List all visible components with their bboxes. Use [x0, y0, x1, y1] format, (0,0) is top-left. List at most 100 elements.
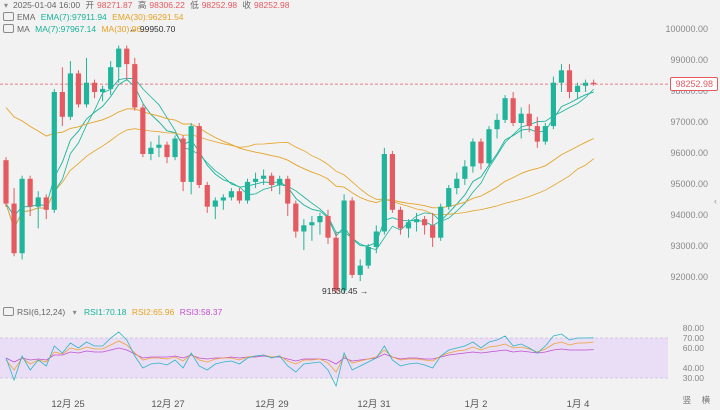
candle[interactable]	[309, 216, 315, 241]
candle[interactable]	[228, 188, 234, 201]
candle[interactable]	[59, 67, 65, 127]
indicator-settings-icon[interactable]	[3, 307, 14, 317]
candle[interactable]	[430, 212, 436, 247]
candle[interactable]	[261, 169, 267, 186]
candle[interactable]	[389, 150, 395, 213]
candle[interactable]	[293, 200, 299, 238]
candle[interactable]	[100, 85, 106, 102]
candle[interactable]	[438, 203, 444, 241]
candle[interactable]	[381, 147, 387, 235]
candle[interactable]	[325, 209, 331, 244]
candle[interactable]	[510, 92, 516, 127]
candle[interactable]	[317, 212, 323, 235]
candle[interactable]	[43, 194, 49, 220]
candle[interactable]	[357, 259, 363, 282]
candle[interactable]	[11, 188, 17, 257]
candle[interactable]	[244, 178, 251, 204]
ema-legend[interactable]: EMA EMA(7):97911.94 EMA(30):96291.54	[2, 12, 187, 23]
candle[interactable]	[413, 212, 420, 232]
candle[interactable]	[566, 64, 573, 99]
candle[interactable]	[422, 216, 428, 235]
candle[interactable]	[285, 175, 291, 216]
candle[interactable]	[75, 70, 82, 108]
candle[interactable]	[269, 172, 275, 192]
candle[interactable]	[196, 123, 202, 189]
collapse-icon[interactable]: ▾	[3, 1, 8, 10]
price-axis-label: 99000.00	[670, 55, 708, 65]
candle[interactable]	[277, 175, 283, 195]
candle[interactable]	[116, 45, 122, 83]
candle[interactable]	[583, 79, 589, 92]
candle[interactable]	[172, 135, 178, 161]
candle[interactable]	[542, 123, 548, 145]
candle[interactable]	[51, 88, 57, 213]
candle[interactable]	[341, 194, 347, 294]
indicator-settings-icon[interactable]	[3, 24, 14, 34]
candle[interactable]	[124, 45, 130, 80]
candle[interactable]	[446, 185, 452, 210]
candle[interactable]	[494, 113, 500, 139]
candle[interactable]	[212, 197, 218, 220]
candle[interactable]	[108, 61, 114, 96]
candlestick-chart[interactable]	[0, 10, 668, 300]
candle[interactable]	[534, 116, 540, 148]
candle-body	[574, 85, 581, 92]
close-label: 收	[242, 0, 252, 10]
candle[interactable]	[574, 82, 581, 99]
price-axis-label: 94000.00	[670, 210, 708, 220]
candle-body	[277, 178, 283, 185]
candle[interactable]	[591, 79, 597, 86]
candle[interactable]	[502, 95, 508, 123]
candle-body	[341, 200, 347, 291]
candle[interactable]	[236, 188, 243, 204]
candle[interactable]	[373, 225, 379, 254]
rsi3-value: RSI3:58.37	[179, 307, 223, 317]
candle[interactable]	[83, 57, 90, 108]
candle[interactable]	[333, 231, 339, 294]
candle[interactable]	[91, 79, 98, 99]
candle[interactable]	[19, 175, 25, 260]
candle[interactable]	[550, 76, 556, 130]
candle[interactable]	[252, 172, 259, 189]
candle[interactable]	[132, 57, 138, 111]
candle[interactable]	[156, 135, 162, 158]
candle-body	[325, 216, 331, 238]
collapse-icon[interactable]: ▾	[72, 308, 77, 317]
candle[interactable]	[180, 135, 186, 192]
candle[interactable]	[204, 181, 210, 213]
candle-body	[422, 219, 428, 226]
candle[interactable]	[349, 197, 355, 278]
rsi-chart[interactable]	[0, 322, 668, 388]
high-value: 98306.22	[149, 0, 185, 10]
candle[interactable]	[188, 123, 194, 195]
candle[interactable]	[365, 243, 371, 269]
candle[interactable]	[27, 175, 33, 216]
candle[interactable]	[486, 126, 492, 167]
candle[interactable]	[470, 138, 476, 173]
candle[interactable]	[526, 104, 532, 133]
candle[interactable]	[67, 61, 73, 120]
candle-body	[534, 126, 540, 142]
candle-body	[301, 225, 307, 232]
candle[interactable]	[405, 219, 412, 238]
candle[interactable]	[518, 107, 524, 139]
candle-body	[502, 98, 508, 120]
candle[interactable]	[164, 141, 170, 164]
candle[interactable]	[3, 157, 9, 207]
candle[interactable]	[454, 172, 460, 195]
rsi-legend[interactable]: RSI(6,12,24) ▾ RSI1:70.18 RSI2:65.96 RSI…	[2, 307, 225, 318]
ema7-value: EMA(7):97911.94	[40, 12, 107, 22]
candle[interactable]	[462, 160, 468, 185]
candle[interactable]	[301, 219, 307, 251]
ma-legend[interactable]: MA MA(7):97967.14 MA(30):96...	[2, 24, 151, 35]
candle[interactable]	[148, 141, 154, 161]
orientation-toggle[interactable]: 竖 横	[682, 395, 714, 405]
candle[interactable]	[220, 194, 226, 210]
candle[interactable]	[140, 104, 146, 158]
candle[interactable]	[35, 191, 41, 229]
drag-handle-icon[interactable]: ‹	[714, 196, 717, 206]
indicator-settings-icon[interactable]	[3, 12, 14, 22]
candle[interactable]	[478, 138, 484, 170]
candle[interactable]	[558, 64, 565, 92]
candle[interactable]	[397, 206, 404, 235]
